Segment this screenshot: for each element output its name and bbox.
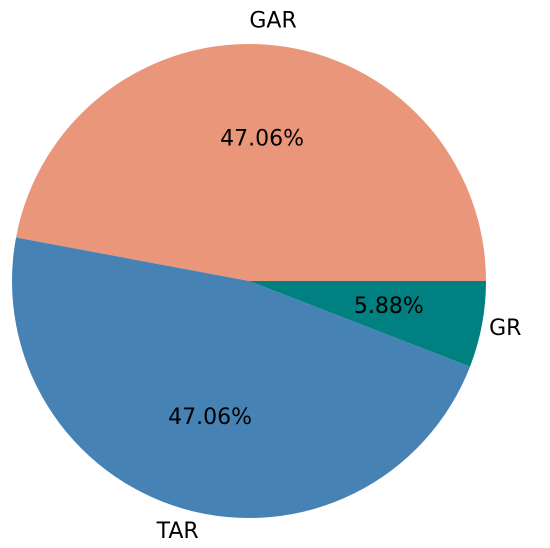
value-label: 47.06% xyxy=(168,405,252,430)
slice-label: TAR xyxy=(156,519,199,544)
value-label: 5.88% xyxy=(354,294,424,319)
pie-slice xyxy=(16,44,486,281)
slice-label: GR xyxy=(489,316,521,341)
value-label: 47.06% xyxy=(220,126,304,151)
slice-label: GAR xyxy=(249,8,296,33)
pie-slice xyxy=(249,281,486,367)
pie-slice xyxy=(12,237,471,518)
